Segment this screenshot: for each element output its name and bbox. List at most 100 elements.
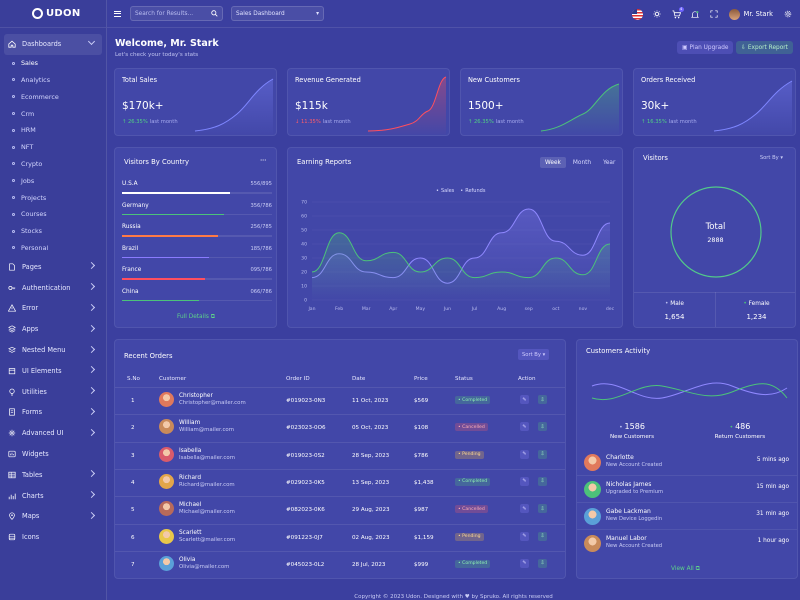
edit-button[interactable]: ✎ xyxy=(520,531,529,541)
theme-toggle-icon[interactable] xyxy=(653,10,662,19)
avatar xyxy=(584,535,601,552)
y-tick-label: 50 xyxy=(301,228,307,234)
sidebar-subitem-crm[interactable]: Crm xyxy=(0,105,106,122)
more-icon[interactable]: ··· xyxy=(259,156,267,165)
orders-sort-button[interactable]: Sort By ▾ xyxy=(518,349,550,360)
sidebar-item-tables[interactable]: Tables xyxy=(0,464,106,485)
list-item: Gabe Lackman New Device Loggedin 31 min ag… xyxy=(577,503,797,530)
sidebar-subitem-nft[interactable]: NFT xyxy=(0,139,106,156)
tab-month[interactable]: Month xyxy=(572,159,592,166)
download-button[interactable]: ⇩ xyxy=(538,531,547,541)
dashboard-select[interactable]: Sales Dashboard ▾ xyxy=(231,6,324,21)
view-all-link[interactable]: View All ⧉ xyxy=(671,566,700,573)
sidebar-item-widgets[interactable]: Widgets xyxy=(0,444,106,465)
user-name[interactable]: Mr. Stark xyxy=(743,10,773,18)
gear-icon[interactable] xyxy=(783,10,792,19)
download-button[interactable]: ⇩ xyxy=(538,422,547,432)
stat-title: Revenue Generated xyxy=(295,76,361,84)
x-tick-label: Jan xyxy=(307,306,315,312)
sidebar-item-dashboards[interactable]: Dashboards xyxy=(4,34,102,55)
sidebar-item-utilities[interactable]: Utilities xyxy=(0,381,106,402)
sidebar-subitem-hrm[interactable]: HRM xyxy=(0,122,106,139)
download-button[interactable]: ⇩ xyxy=(538,558,547,568)
divider xyxy=(577,502,797,503)
sidebar-subitem-label: Sales xyxy=(21,59,39,68)
sidebar-item-nested-menu[interactable]: Nested Menu xyxy=(0,340,106,361)
sidebar-item-charts[interactable]: Charts xyxy=(0,485,106,506)
avatar[interactable] xyxy=(728,8,740,20)
visitors-card: Visitors Sort By ▾ Total 2888 • Male 1,6… xyxy=(633,147,796,328)
sidebar-subitem-jobs[interactable]: Jobs xyxy=(0,172,106,189)
form-icon xyxy=(8,408,16,416)
sidebar-item-error[interactable]: Error xyxy=(0,298,106,319)
export-report-button[interactable]: ⇩ Export Report xyxy=(736,41,793,54)
x-tick-label: oct xyxy=(552,306,559,312)
female-label: Female xyxy=(748,301,770,307)
plan-upgrade-label: Plan Upgrade xyxy=(689,44,729,51)
edit-button[interactable]: ✎ xyxy=(520,476,529,486)
logo[interactable]: UDON xyxy=(0,0,106,28)
sidebar-item-label: Error xyxy=(22,304,39,313)
sidebar-subitem-ecommerce[interactable]: Ecommerce xyxy=(0,88,106,105)
search-input[interactable]: Search for Results... xyxy=(130,6,223,21)
sidebar-item-maps[interactable]: Maps xyxy=(0,506,106,527)
us-flag-icon[interactable] xyxy=(631,8,643,20)
edit-button[interactable]: ✎ xyxy=(520,504,529,514)
chart-legend: Sales Refunds xyxy=(436,188,485,194)
edit-button[interactable]: ✎ xyxy=(520,395,529,404)
tab-year[interactable]: Year xyxy=(603,159,616,166)
country-name: U.S.A xyxy=(122,181,138,187)
y-tick-label: 20 xyxy=(301,270,307,276)
menu-toggle-icon[interactable] xyxy=(114,9,121,18)
sidebar-subitem-sales[interactable]: Sales xyxy=(0,55,106,72)
edit-button[interactable]: ✎ xyxy=(520,558,529,568)
download-button[interactable]: ⇩ xyxy=(538,504,547,514)
pencil-icon: ✎ xyxy=(522,560,527,567)
sidebar-item-forms[interactable]: Forms xyxy=(0,402,106,423)
status-label: Completed xyxy=(462,561,488,567)
visitors-total-label: Total xyxy=(705,222,726,232)
download-button[interactable]: ⇩ xyxy=(538,395,547,404)
sidebar-item-label: Utilities xyxy=(22,387,47,396)
sidebar-item-authentication[interactable]: Authentication xyxy=(0,277,106,298)
sidebar-subitem-label: Projects xyxy=(21,193,47,202)
sidebar-subitem-stocks[interactable]: Stocks xyxy=(0,223,106,240)
full-details-link[interactable]: Full Details ⧉ xyxy=(177,314,215,321)
sidebar-item-apps[interactable]: Apps xyxy=(0,319,106,340)
sidebar-item-ui-elements[interactable]: UI Elements xyxy=(0,360,106,381)
status-dot-icon: • xyxy=(458,534,463,539)
search-icon[interactable] xyxy=(211,10,218,17)
edit-button[interactable]: ✎ xyxy=(520,449,529,459)
sidebar-item-pages[interactable]: Pages xyxy=(0,256,106,277)
order-date: 11 Oct, 2023 xyxy=(352,398,389,404)
order-date: 13 Sep, 2023 xyxy=(352,479,390,486)
sidebar-item-advanced-ui[interactable]: Advanced UI xyxy=(0,423,106,444)
status-dot-icon: • xyxy=(458,397,463,403)
fullscreen-icon[interactable] xyxy=(710,10,719,19)
layers-icon xyxy=(8,346,16,354)
download-button[interactable]: ⇩ xyxy=(538,476,547,486)
chevron-right-icon xyxy=(87,324,96,332)
sidebar-subitem-crypto[interactable]: Crypto xyxy=(0,156,106,173)
sidebar-subitem-analytics[interactable]: Analytics xyxy=(0,72,106,89)
sidebar-subitem-projects[interactable]: Projects xyxy=(0,189,106,206)
legend-sales: Sales xyxy=(436,188,454,194)
status-label: Cancelled xyxy=(462,506,485,512)
sidebar-subitem-personal[interactable]: Personal xyxy=(0,240,106,257)
download-button[interactable]: ⇩ xyxy=(538,449,547,459)
plan-upgrade-button[interactable]: ▣ Plan Upgrade xyxy=(677,41,734,54)
list-item: Manuel Labor New Account Created 1 hour ag… xyxy=(577,530,797,557)
sidebar-item-icons[interactable]: Icons xyxy=(0,527,106,548)
bell-icon[interactable] xyxy=(691,10,700,19)
sidebar-subitem-courses[interactable]: Courses xyxy=(0,206,106,223)
male-legend: • Male xyxy=(665,301,684,307)
arrow-up-icon: ↑ xyxy=(641,119,647,125)
cart-icon[interactable]: 4 xyxy=(672,6,684,19)
customer-email: Scarlett@mailer.com xyxy=(179,536,236,543)
tab-week[interactable]: Week xyxy=(540,157,566,168)
visitors-sort[interactable]: Sort By ▾ xyxy=(759,155,783,161)
country-name: Russia xyxy=(122,224,141,230)
list-item: Nicholas James Upgraded to Premium 15 min … xyxy=(577,476,797,503)
edit-button[interactable]: ✎ xyxy=(520,422,529,432)
sidebar-nav: Dashboards Sales Analytics Ecommerce Crm HRM… xyxy=(0,28,106,548)
